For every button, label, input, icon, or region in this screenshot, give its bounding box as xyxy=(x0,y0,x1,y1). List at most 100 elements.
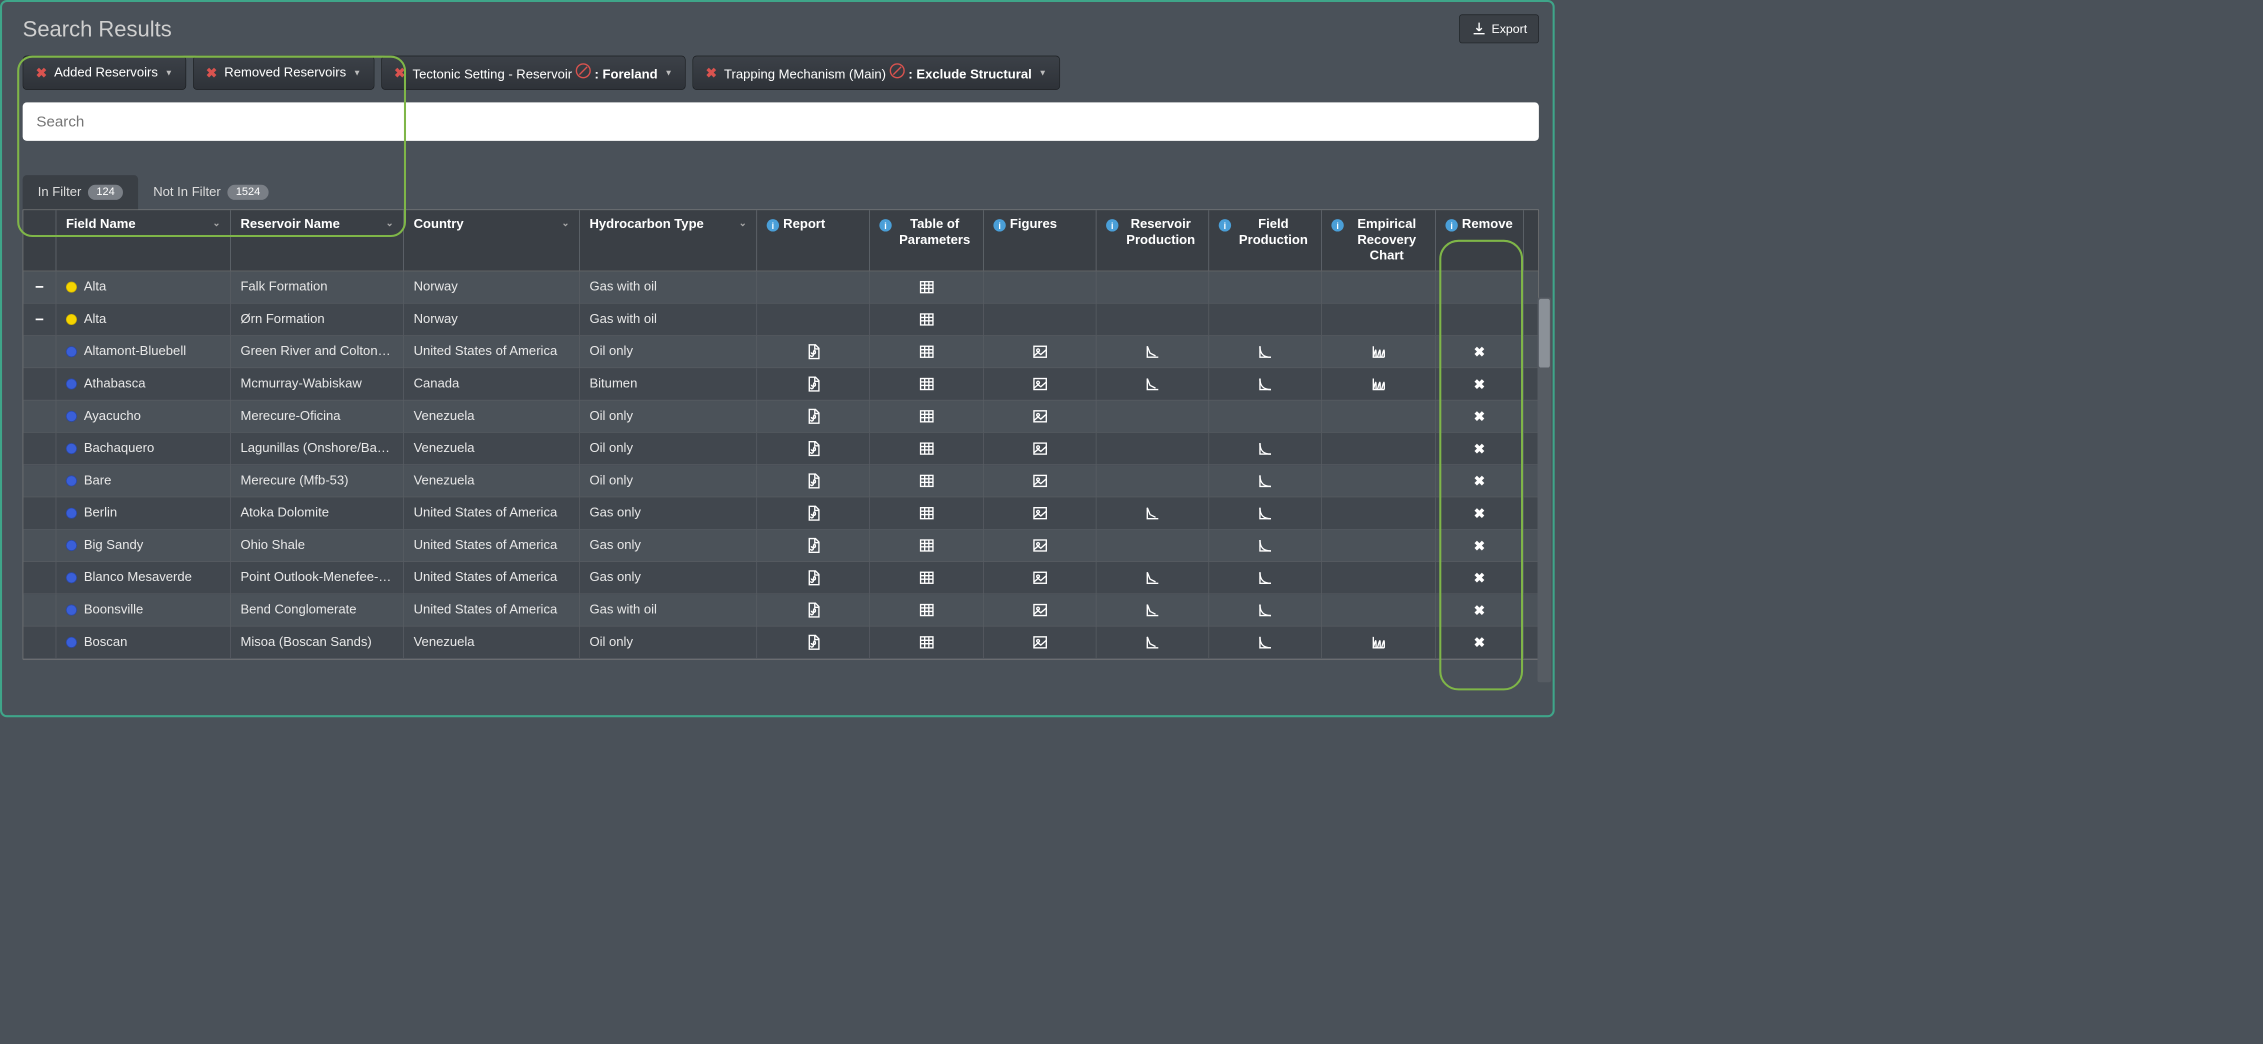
curve-icon[interactable] xyxy=(1257,505,1273,521)
cell-remove[interactable]: ✖ xyxy=(1436,530,1524,562)
pdf-icon[interactable] xyxy=(805,570,821,586)
table-icon[interactable] xyxy=(918,538,934,554)
curve-icon[interactable] xyxy=(1257,441,1273,457)
production-icon[interactable] xyxy=(1144,344,1160,360)
remove-icon[interactable]: ✖ xyxy=(1474,634,1486,651)
pdf-icon[interactable] xyxy=(805,538,821,554)
tab-count-badge: 124 xyxy=(88,185,123,200)
table-icon[interactable] xyxy=(918,344,934,360)
remove-icon[interactable]: ✖ xyxy=(1474,440,1486,457)
tab-not-in-filter[interactable]: Not In Filter1524 xyxy=(138,175,284,209)
remove-filter-icon[interactable]: ✖ xyxy=(706,64,718,81)
table-icon[interactable] xyxy=(918,505,934,521)
filter-chip-added-reservoirs[interactable]: ✖Added Reservoirs ▼ xyxy=(23,56,186,90)
col-hydrocarbon-type[interactable]: Hydrocarbon Type⌄ xyxy=(580,210,757,271)
remove-filter-icon[interactable]: ✖ xyxy=(206,64,218,81)
search-input[interactable] xyxy=(23,102,1539,140)
figure-icon[interactable] xyxy=(1032,473,1048,489)
cell-empirical xyxy=(1322,272,1436,304)
cell-reservoir: Ohio Shale xyxy=(231,530,404,562)
figure-icon[interactable] xyxy=(1032,376,1048,392)
pdf-icon[interactable] xyxy=(805,441,821,457)
tab-in-filter[interactable]: In Filter124 xyxy=(23,175,138,209)
cell-field: Big Sandy xyxy=(56,530,230,562)
cell-remove[interactable]: ✖ xyxy=(1436,562,1524,594)
production-icon[interactable] xyxy=(1144,505,1160,521)
figure-icon[interactable] xyxy=(1032,602,1048,618)
cell-remove[interactable]: ✖ xyxy=(1436,627,1524,659)
filter-chip-trapping[interactable]: ✖ Trapping Mechanism (Main) : Exclude Str… xyxy=(693,56,1060,90)
export-button[interactable]: Export xyxy=(1459,14,1539,43)
production-icon[interactable] xyxy=(1144,602,1160,618)
table-icon[interactable] xyxy=(918,634,934,650)
figure-icon[interactable] xyxy=(1032,408,1048,424)
pdf-icon[interactable] xyxy=(805,376,821,392)
figure-icon[interactable] xyxy=(1032,570,1048,586)
curve-icon[interactable] xyxy=(1257,538,1273,554)
filter-chip-tectonic[interactable]: ✖Tectonic Setting - Reservoir : Foreland… xyxy=(381,56,686,90)
empirical-icon[interactable] xyxy=(1370,634,1386,650)
curve-icon[interactable] xyxy=(1257,634,1273,650)
table-icon[interactable] xyxy=(918,376,934,392)
curve-icon[interactable] xyxy=(1257,376,1273,392)
remove-icon[interactable]: ✖ xyxy=(1474,343,1486,360)
pdf-icon[interactable] xyxy=(805,473,821,489)
empirical-icon[interactable] xyxy=(1370,376,1386,392)
row-toggle xyxy=(23,336,56,368)
cell-empirical xyxy=(1322,562,1436,594)
col-country[interactable]: Country⌄ xyxy=(404,210,580,271)
row-toggle[interactable]: − xyxy=(23,272,56,304)
table-icon[interactable] xyxy=(918,441,934,457)
curve-icon[interactable] xyxy=(1257,473,1273,489)
cell-remove[interactable]: ✖ xyxy=(1436,498,1524,530)
col-reservoir-name[interactable]: Reservoir Name⌄ xyxy=(231,210,404,271)
cell-country: United States of America xyxy=(404,595,580,627)
pdf-icon[interactable] xyxy=(805,344,821,360)
figure-icon[interactable] xyxy=(1032,505,1048,521)
empirical-icon[interactable] xyxy=(1370,344,1386,360)
table-icon[interactable] xyxy=(918,311,934,327)
cell-remove[interactable]: ✖ xyxy=(1436,369,1524,401)
cell-remove[interactable]: ✖ xyxy=(1436,401,1524,433)
production-icon[interactable] xyxy=(1144,634,1160,650)
figure-icon[interactable] xyxy=(1032,634,1048,650)
curve-icon[interactable] xyxy=(1257,344,1273,360)
production-icon[interactable] xyxy=(1144,570,1160,586)
chip-label: Trapping Mechanism (Main) : Exclude Stru… xyxy=(724,63,1032,82)
table-icon[interactable] xyxy=(918,602,934,618)
pdf-icon[interactable] xyxy=(805,602,821,618)
remove-icon[interactable]: ✖ xyxy=(1474,408,1486,425)
remove-filter-icon[interactable]: ✖ xyxy=(36,64,48,81)
remove-icon[interactable]: ✖ xyxy=(1474,537,1486,554)
cell-remove[interactable]: ✖ xyxy=(1436,465,1524,497)
cell-remove[interactable]: ✖ xyxy=(1436,336,1524,368)
remove-icon[interactable]: ✖ xyxy=(1474,569,1486,586)
remove-icon[interactable]: ✖ xyxy=(1474,376,1486,393)
table-icon[interactable] xyxy=(918,473,934,489)
remove-icon[interactable]: ✖ xyxy=(1474,602,1486,619)
col-field-name[interactable]: Field Name⌄ xyxy=(56,210,230,271)
curve-icon[interactable] xyxy=(1257,570,1273,586)
figure-icon[interactable] xyxy=(1032,344,1048,360)
chip-label: Added Reservoirs xyxy=(54,65,158,80)
cell-report xyxy=(757,401,870,433)
remove-icon[interactable]: ✖ xyxy=(1474,473,1486,490)
figure-icon[interactable] xyxy=(1032,441,1048,457)
pdf-icon[interactable] xyxy=(805,408,821,424)
remove-filter-icon[interactable]: ✖ xyxy=(394,64,406,81)
curve-icon[interactable] xyxy=(1257,602,1273,618)
cell-remove[interactable]: ✖ xyxy=(1436,595,1524,627)
row-toggle[interactable]: − xyxy=(23,304,56,336)
production-icon[interactable] xyxy=(1144,376,1160,392)
table-icon[interactable] xyxy=(918,570,934,586)
pdf-icon[interactable] xyxy=(805,505,821,521)
pdf-icon[interactable] xyxy=(805,634,821,650)
figure-icon[interactable] xyxy=(1032,538,1048,554)
remove-icon[interactable]: ✖ xyxy=(1474,505,1486,522)
sort-caret-icon: ⌄ xyxy=(212,217,220,229)
filter-chip-removed-reservoirs[interactable]: ✖Removed Reservoirs ▼ xyxy=(193,56,374,90)
vertical-scrollbar-thumb[interactable] xyxy=(1539,299,1550,368)
cell-remove[interactable]: ✖ xyxy=(1436,433,1524,465)
table-icon[interactable] xyxy=(918,279,934,295)
table-icon[interactable] xyxy=(918,408,934,424)
